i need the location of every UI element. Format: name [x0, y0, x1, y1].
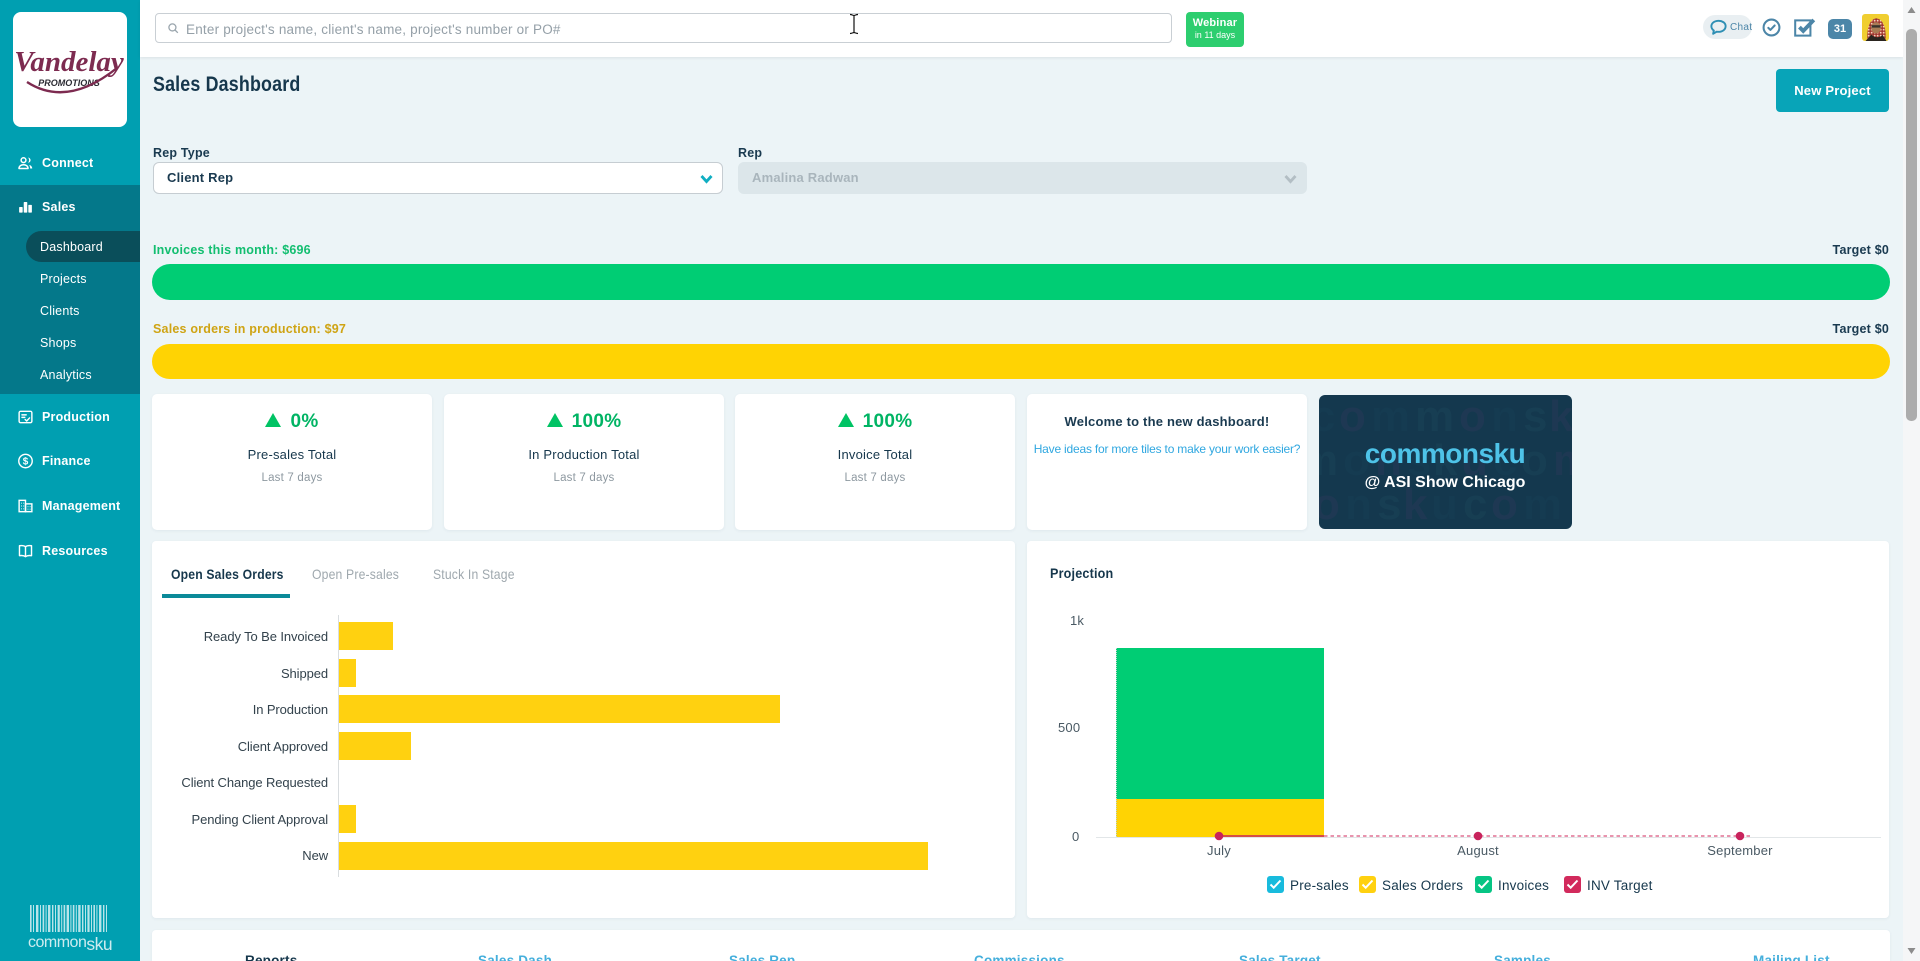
svg-text:o: o: [1343, 436, 1370, 485]
svg-text:c: c: [1463, 480, 1487, 529]
svg-text:o: o: [1459, 395, 1486, 441]
svg-text:o: o: [1339, 395, 1366, 441]
svg-text:Vandelay: Vandelay: [14, 46, 124, 78]
svg-text:commonsku: commonsku: [1365, 438, 1525, 469]
svg-text:c: c: [1493, 436, 1517, 485]
svg-text:m: m: [1553, 436, 1572, 485]
svg-text:n: n: [1491, 395, 1518, 441]
svg-text:c: c: [1319, 395, 1335, 441]
svg-text:@ ASI Show Chicago: @ ASI Show Chicago: [1365, 474, 1526, 491]
svg-text:m: m: [1371, 395, 1410, 441]
svg-text:u: u: [1431, 480, 1458, 529]
svg-text:s: s: [1377, 480, 1401, 529]
svg-text:s: s: [1523, 395, 1547, 441]
svg-text:k: k: [1549, 395, 1572, 441]
svg-text:n: n: [1375, 436, 1402, 485]
svg-text:u: u: [1461, 436, 1488, 485]
svg-text:m: m: [1319, 436, 1338, 485]
svg-text:o: o: [1491, 480, 1518, 529]
svg-text:s: s: [1407, 436, 1431, 485]
svg-text:o: o: [1521, 436, 1548, 485]
svg-text:$: $: [23, 457, 29, 468]
svg-text:PROMOTIONS: PROMOTIONS: [38, 78, 100, 88]
svg-text:k: k: [1433, 436, 1458, 485]
svg-text:commonsku: commonsku: [28, 934, 112, 954]
svg-text:o: o: [1319, 480, 1340, 529]
svg-text:m: m: [1415, 395, 1454, 441]
svg-text:n: n: [1345, 480, 1372, 529]
svg-text:m: m: [1523, 480, 1562, 529]
svg-text:k: k: [1403, 480, 1428, 529]
